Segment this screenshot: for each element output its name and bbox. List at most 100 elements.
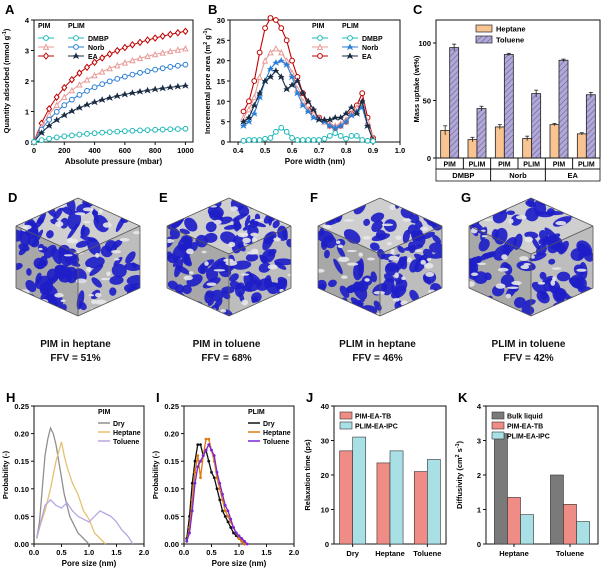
series-line-0 [36, 426, 90, 545]
series-point-3 [46, 122, 53, 129]
matrix-highlight [241, 299, 249, 306]
pore-blob [350, 297, 364, 310]
matrix-highlight [167, 238, 174, 243]
matrix-highlight [358, 252, 363, 257]
panel-letter-f: F [310, 190, 318, 205]
series-point-1 [223, 509, 227, 513]
series-point-3 [245, 113, 252, 121]
series-point-0 [99, 54, 106, 62]
y-tick-label: 0 [325, 540, 329, 549]
cube-edge [468, 225, 532, 255]
cube-e-caption: PIM in toluene [192, 339, 261, 350]
series-point-2 [232, 526, 235, 529]
x-tick-label: 200 [58, 146, 71, 155]
matrix-highlight [128, 307, 134, 310]
pore-blob [421, 297, 433, 308]
pore-blob [535, 244, 547, 256]
series-point-0 [193, 459, 197, 463]
series-point-4 [305, 137, 312, 143]
series-point-1 [144, 52, 151, 60]
matrix-highlight [343, 219, 355, 222]
matrix-highlight [477, 208, 486, 213]
series-point-0 [121, 43, 128, 52]
series-point-2 [159, 65, 166, 72]
x-axis-label: Pore width (nm) [285, 157, 346, 166]
y-tick-label: 0 [477, 540, 481, 549]
pore-blob [333, 258, 343, 275]
legend-swatch [339, 421, 353, 430]
pore-blob [474, 198, 484, 207]
series-point-1 [267, 49, 274, 56]
pore-blob [349, 199, 363, 206]
y-axis-label-part: -1 [203, 30, 209, 35]
matrix-highlight [402, 218, 412, 222]
series-point-0 [223, 515, 227, 518]
series-point-0 [232, 531, 235, 535]
pore-blob [407, 241, 416, 254]
pore-blob [28, 302, 34, 315]
series-point-0 [210, 470, 213, 474]
pore-blob [113, 256, 123, 267]
pore-blob [568, 277, 581, 288]
series-point-3 [114, 92, 121, 100]
series-point-4 [262, 135, 268, 142]
chart-j-relaxation: J 0 10 20 30 40 Relaxation time (ps) Dry Heptane… [303, 390, 447, 558]
pore-blob [549, 307, 562, 315]
legend-swatch [491, 421, 505, 430]
matrix-highlight [425, 271, 435, 277]
chart-i-plim-psd: I 0.0 0.5 1.0 1.5 2.0 0.00 0.05 0.10 0.15 0.20 0.25… [151, 390, 299, 568]
pore-blob [181, 284, 192, 294]
series-point-2 [207, 443, 211, 447]
y-axis-label: Diffusivity (cm2 s-1) [455, 440, 464, 509]
matrix-highlight [550, 279, 556, 286]
pore-blob [26, 268, 32, 276]
series-point-2 [61, 102, 68, 109]
legend-marker-pim [42, 43, 50, 50]
series-point-4 [121, 128, 128, 135]
matrix-highlight [132, 231, 140, 235]
series-point-3 [305, 97, 312, 105]
matrix-highlight [506, 203, 514, 206]
matrix-highlight [471, 272, 479, 277]
pore-blob [353, 281, 368, 301]
matrix-highlight [86, 266, 92, 272]
series-point-2 [210, 448, 213, 452]
matrix-highlight [335, 240, 341, 244]
pore-blob [183, 258, 192, 267]
pore-blob [523, 299, 536, 306]
y-tick-label: 4 [477, 402, 482, 411]
legend-label-toluene: Toluene [263, 439, 289, 446]
pore-blob [531, 281, 547, 294]
matrix-highlight [230, 206, 238, 212]
y-tick-label: 100 [418, 39, 431, 48]
bar-toluene [585, 94, 596, 159]
x-tick-label: 1000 [177, 146, 194, 155]
series-point-1 [76, 81, 83, 88]
series-point-1 [193, 470, 197, 474]
x-tick-label: 0.8 [341, 146, 351, 155]
chart-h-pim-psd: H 0.0 0.5 1.0 1.5 2.0 0.00 0.05 0.10 0.15 0.20 0.25… [1, 390, 149, 568]
series-point-4 [310, 137, 317, 143]
pore-blob [170, 302, 176, 316]
series-point-0 [226, 520, 230, 524]
series-point-0 [215, 487, 219, 491]
pore-blob [486, 198, 503, 206]
y-axis-label-part: ) [2, 28, 11, 31]
series-point-4 [76, 131, 83, 138]
bar-plim-ea-ipc [520, 514, 534, 545]
legend-swatch-toluene [475, 35, 493, 44]
matrix-highlight [495, 283, 506, 289]
y-tick-label: 1 [25, 108, 29, 117]
series-point-0 [190, 481, 194, 485]
series-point-1 [226, 515, 230, 518]
matrix-highlight [54, 221, 64, 227]
series-point-2 [289, 73, 296, 81]
cube-d-simulation: D [8, 190, 141, 317]
y-axis-label: Quantity adsorbed (mmol g-1) [2, 28, 11, 133]
pore-blob [87, 237, 101, 256]
matrix-highlight [94, 299, 107, 305]
x-tick-label: 1.0 [234, 548, 244, 557]
matrix-highlight [339, 208, 350, 211]
series-point-0 [182, 27, 189, 36]
